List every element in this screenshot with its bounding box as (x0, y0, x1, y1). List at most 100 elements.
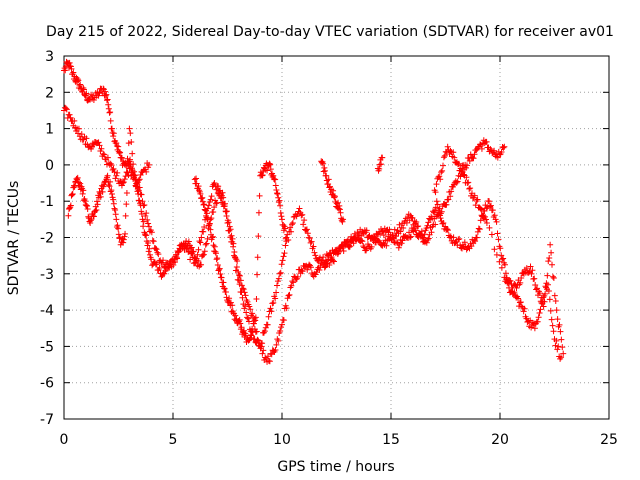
data-point-marker (289, 278, 296, 285)
data-point-marker (121, 233, 128, 240)
y-tick-label: -4 (40, 303, 54, 319)
data-point-marker (326, 261, 333, 268)
data-point-marker (280, 253, 287, 260)
data-point-marker (103, 91, 110, 98)
data-point-marker (138, 208, 145, 215)
data-point-marker (110, 200, 117, 207)
data-point-marker (69, 190, 76, 197)
data-point-marker (433, 181, 440, 188)
data-point-marker (239, 294, 246, 301)
data-point-marker (255, 209, 262, 216)
data-point-marker (236, 272, 243, 279)
data-point-marker (114, 222, 121, 229)
data-point-marker (548, 316, 555, 323)
data-point-marker (431, 207, 438, 214)
data-point-marker (152, 245, 159, 252)
data-point-marker (254, 336, 261, 343)
data-point-marker (457, 165, 464, 172)
data-point-marker (523, 265, 530, 272)
data-point-marker (321, 264, 328, 271)
data-point-marker (486, 224, 493, 231)
data-point-marker (136, 197, 143, 204)
data-point-marker (306, 235, 313, 242)
y-tick-label: 3 (45, 49, 54, 65)
data-point-marker (249, 310, 256, 317)
data-point-marker (353, 236, 360, 243)
data-point-marker (267, 161, 274, 168)
data-point-marker (99, 188, 106, 195)
data-point-marker (107, 117, 114, 124)
data-point-marker (544, 272, 551, 279)
data-point-marker (557, 328, 564, 335)
data-point-marker (337, 209, 344, 216)
data-point-marker (218, 274, 225, 281)
data-point-marker (198, 195, 205, 202)
data-point-marker (288, 221, 295, 228)
data-point-marker (320, 168, 327, 175)
data-point-marker (170, 261, 177, 268)
data-point-marker (320, 254, 327, 261)
data-point-marker (275, 199, 282, 206)
data-point-marker (330, 187, 337, 194)
data-point-marker (98, 145, 105, 152)
data-point-marker (239, 285, 246, 292)
data-point-marker (71, 183, 78, 190)
data-point-marker (546, 296, 553, 303)
data-point-marker (141, 202, 148, 209)
data-point-marker (486, 198, 493, 205)
data-point-marker (217, 187, 224, 194)
data-point-marker (545, 258, 552, 265)
data-point-marker (232, 267, 239, 274)
data-point-marker (125, 160, 132, 167)
data-point-marker (552, 342, 559, 349)
data-point-marker (75, 125, 82, 132)
data-point-marker (276, 197, 283, 204)
data-point-marker (386, 226, 393, 233)
data-point-marker (272, 176, 279, 183)
data-point-marker (235, 277, 242, 284)
data-point-marker (210, 209, 217, 216)
y-axis-label: SDTVAR / TECUs (6, 181, 22, 296)
data-point-marker (191, 259, 198, 266)
data-point-marker (527, 263, 534, 270)
data-point-marker (441, 152, 448, 159)
data-point-marker (432, 189, 439, 196)
data-point-marker (466, 185, 473, 192)
data-point-marker (146, 161, 153, 168)
data-point-marker (443, 201, 450, 208)
data-point-marker (252, 317, 259, 324)
data-point-marker (383, 242, 390, 249)
data-point-marker (444, 226, 451, 233)
data-point-marker (500, 144, 507, 151)
data-point-marker (212, 248, 219, 255)
data-point-marker (113, 140, 120, 147)
data-point-marker (273, 186, 280, 193)
data-point-marker (475, 225, 482, 232)
data-point-marker (118, 182, 125, 189)
data-point-marker (230, 243, 237, 250)
data-point-marker (200, 251, 207, 258)
data-point-marker (214, 262, 221, 269)
data-point-marker (143, 210, 150, 217)
data-point-marker (433, 198, 440, 205)
data-point-marker (141, 231, 148, 238)
data-point-marker (496, 258, 503, 265)
data-point-marker (198, 261, 205, 268)
data-point-marker (554, 316, 561, 323)
y-tick-label: 0 (45, 158, 54, 174)
data-point-marker (70, 69, 77, 76)
y-tick-label: -3 (40, 267, 54, 283)
x-tick-label: 5 (169, 432, 178, 448)
data-point-marker (208, 193, 215, 200)
data-point-marker (213, 256, 220, 263)
data-point-marker (531, 275, 538, 282)
data-point-marker (110, 165, 117, 172)
data-point-marker (504, 279, 511, 286)
data-point-marker (238, 289, 245, 296)
data-point-marker (183, 245, 190, 252)
data-point-marker (200, 228, 207, 235)
data-point-marker (285, 292, 292, 299)
data-point-marker (132, 183, 139, 190)
data-point-marker (227, 299, 234, 306)
